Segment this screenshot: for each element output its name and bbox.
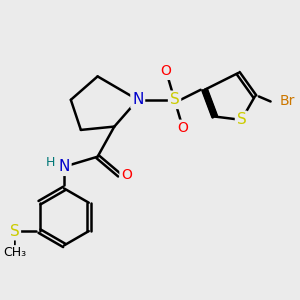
Text: Br: Br	[280, 94, 295, 109]
Text: O: O	[178, 121, 188, 135]
Text: CH₃: CH₃	[3, 246, 26, 260]
Text: S: S	[170, 92, 179, 107]
Text: S: S	[10, 224, 19, 238]
Text: O: O	[161, 64, 172, 78]
Text: N: N	[58, 159, 70, 174]
Text: N: N	[132, 92, 143, 107]
Text: O: O	[121, 168, 132, 182]
Text: S: S	[237, 112, 246, 128]
Text: H: H	[45, 156, 55, 169]
